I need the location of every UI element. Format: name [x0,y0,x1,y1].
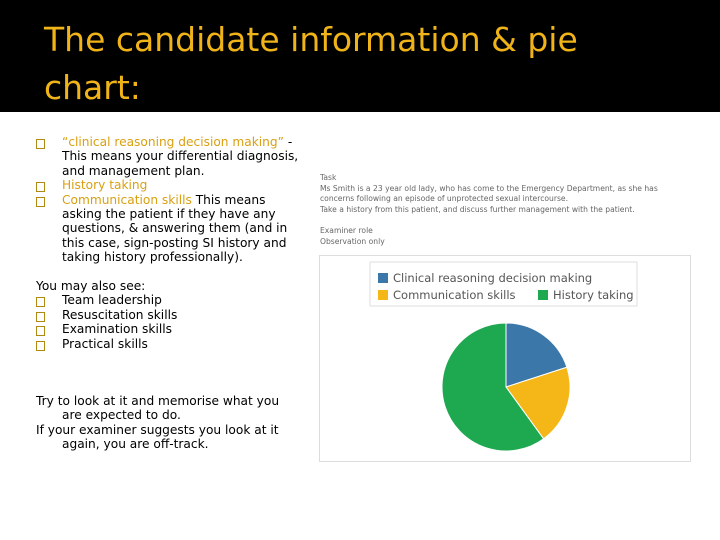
highlight: “clinical reasoning decision making” [62,135,284,149]
notes: Try to look at it and memorise what you … [36,394,296,452]
task-card: Task Ms Smith is a 23 year old lady, who… [320,173,665,247]
bullet-item: Communication skills This means asking t… [36,193,306,265]
item-text: - This means your differential diagnosis… [62,135,299,178]
role: Observation only [320,236,385,246]
header: The candidate information & pie chart: [0,0,720,112]
role-label: Examiner role [320,226,373,235]
bullet-item: Practical skills [36,337,306,352]
task-line: Ms Smith is a 23 year old lady, who has … [320,183,658,204]
note: Try to look at it and memorise what you … [36,394,280,423]
legend-swatch [538,290,548,300]
legend-label: Clinical reasoning decision making [393,271,592,285]
legend-swatch [378,290,388,300]
task-label: Task [320,173,337,182]
pie-slice [441,322,545,452]
also-see: You may also see: Team leadership Resusci… [36,279,306,352]
chart-box [319,255,691,462]
also-list: Team leadership Resuscitation skills Exami… [36,293,306,352]
bullet-item: “clinical reasoning decision making” - T… [36,135,306,178]
highlight: Communication skills [62,192,192,207]
bullet-item: Examination skills [36,322,306,337]
title: The candidate information & pie chart: [44,20,578,107]
task-text: Ms Smith is a 23 year old lady, who has … [320,184,665,216]
candidate-notes: “clinical reasoning decision making” - T… [36,135,306,265]
pie-slice [505,322,568,388]
legend-label: History taking [553,288,634,302]
bullet-item: Resuscitation skills [36,308,306,323]
bullet-item: Team leadership [36,293,306,308]
also-heading: You may also see: [36,279,146,293]
legend-label: Communication skills [393,288,516,302]
note: If your examiner suggests you look at it… [36,422,279,452]
pie-slice [505,366,571,440]
highlight: History taking [62,178,148,193]
legend-swatch [378,273,388,283]
legend-box [369,261,638,307]
task-line: Take a history from this patient, and di… [320,204,635,214]
item-text: This means asking the patient if they ha… [62,192,288,265]
bullet-item: History taking [36,178,306,193]
